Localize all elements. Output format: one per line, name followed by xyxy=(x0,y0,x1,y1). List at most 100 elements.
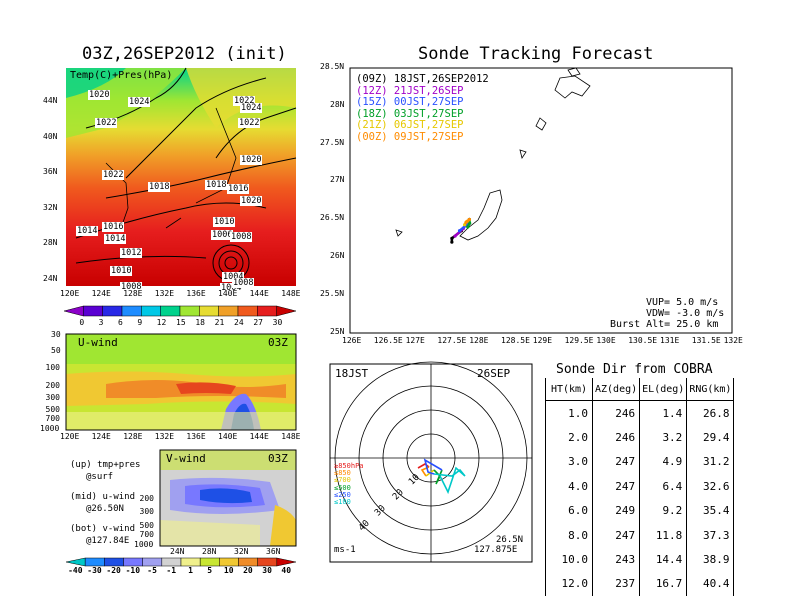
wind-colorbar-swatch xyxy=(219,557,239,567)
table-cell: 4.0 xyxy=(545,474,593,499)
table-row: 10.0 243 14.4 38.9 xyxy=(545,547,735,572)
polar-lon: 127.875E xyxy=(474,545,518,555)
temp-colorbar-swatch xyxy=(83,305,103,317)
table-header-cell: EL(deg) xyxy=(639,378,688,401)
tracking-point xyxy=(466,225,470,229)
polar-trace xyxy=(433,469,443,485)
lon-tick: 124E xyxy=(91,289,111,298)
table-header-cell: HT(km) xyxy=(545,378,593,401)
temp-colorbar-swatch xyxy=(141,305,161,317)
wind-colorbar-swatch xyxy=(65,557,86,567)
pressure-label: 1016 xyxy=(227,184,250,194)
wind-colorbar-swatch xyxy=(142,557,163,567)
pressure-label: 1016 xyxy=(102,222,125,232)
table-cell: 249 xyxy=(591,498,641,523)
table-header-cell: RNG(km) xyxy=(686,378,735,401)
tracking-legend-item: (21Z) 06JST,27SEP xyxy=(356,119,464,131)
lon-tick: 132E xyxy=(154,289,175,298)
sonde-table-title: Sonde Dir from COBRA xyxy=(556,362,713,377)
lat-tick: 26N xyxy=(330,251,345,260)
v-wind-time: 03Z xyxy=(268,452,288,465)
lon-tick: 127.5E xyxy=(437,336,467,345)
table-row: 4.0 247 6.4 32.6 xyxy=(545,474,735,499)
table-cell: 32.6 xyxy=(686,474,735,499)
surface-map xyxy=(66,67,297,286)
polar-trace xyxy=(423,458,443,475)
pressure-label: 1008 xyxy=(230,232,253,242)
temp-colorbar-swatch xyxy=(199,305,219,317)
polar-time: 18JST xyxy=(335,367,369,380)
pressure-label: 1018 xyxy=(148,182,171,192)
wind-colorbar-label: -30 xyxy=(87,566,102,575)
wind-colorbar-swatch xyxy=(238,557,258,567)
level-tick: 500 xyxy=(139,521,154,530)
table-header-row: HT(km) AZ(deg) EL(deg) RNG(km) xyxy=(545,378,735,401)
temp-colorbar-swatch xyxy=(218,305,239,317)
vdw-text: VDW= -3.0 m/s xyxy=(646,308,725,319)
map-label: Temp(C)+Pres(hPa) xyxy=(70,70,173,81)
level-legend-item: ≤250 xyxy=(334,490,351,499)
left-title: 03Z,26SEP2012 (init) xyxy=(82,44,287,64)
temp-colorbar-label: 9 xyxy=(137,318,143,327)
level-legend-item: ≤700 xyxy=(334,476,351,485)
lon-tick: 148E xyxy=(281,432,301,441)
table-cell: 243 xyxy=(591,547,641,572)
lon-tick: 129.5E xyxy=(564,336,594,345)
lon-tick: 136E xyxy=(186,289,206,298)
lat-tick: 26.5N xyxy=(320,213,345,223)
u-wind-panel xyxy=(65,333,297,431)
level-tick: 1000 xyxy=(134,540,154,549)
wind-colorbar-label: -5 xyxy=(147,566,157,575)
level-tick: 500 xyxy=(45,405,60,414)
table-cell: 35.4 xyxy=(686,498,735,523)
tracking-point xyxy=(450,236,454,240)
pressure-label: 1012 xyxy=(120,248,143,258)
polar-plot xyxy=(329,361,533,563)
pressure-label: 1006 xyxy=(211,230,234,240)
tracking-point xyxy=(468,221,472,225)
wind-colorbar-label: -20 xyxy=(106,566,121,575)
lat-tick: 36N xyxy=(43,167,58,176)
table-cell: 246 xyxy=(591,425,641,450)
pressure-label: 1014 xyxy=(76,226,99,236)
tracking-map xyxy=(349,67,733,334)
table-cell: 31.2 xyxy=(686,449,735,475)
lon-tick: 144E xyxy=(249,289,269,298)
polar-trace xyxy=(417,463,430,469)
temp-colorbar-label: 27 xyxy=(253,318,263,327)
lon-tick: 124E xyxy=(91,432,111,441)
wind-colorbar-label: 10 xyxy=(223,566,234,575)
table-row: 12.0 237 16.7 40.4 xyxy=(545,571,735,597)
level-tick: 300 xyxy=(139,507,154,516)
table-cell: 11.8 xyxy=(639,522,688,548)
table-cell: 12.0 xyxy=(545,571,593,597)
lon-tick: 128.5E xyxy=(501,336,530,345)
pressure-label: 1004 xyxy=(222,272,245,282)
v-wind-label: V-wind xyxy=(166,452,206,465)
table-cell: 16.7 xyxy=(639,571,688,597)
sonde-table-wrap: HT(km) AZ(deg) EL(deg) RNG(km) 1.0 246 1.4 26.8… xyxy=(545,378,735,597)
temp-colorbar-label: 15 xyxy=(176,318,186,327)
pressure-label: 1024 xyxy=(240,103,263,113)
temp-colorbar-label: 18 xyxy=(195,318,205,327)
wind-colorbar-label: 5 xyxy=(207,566,213,575)
lon-tick: 132E xyxy=(723,336,743,345)
table-cell: 6.4 xyxy=(639,474,688,499)
pressure-label: 1020 xyxy=(240,196,263,206)
burst-text: Burst Alt= 25.0 km xyxy=(610,319,719,330)
note-text: @surf xyxy=(86,472,114,482)
lon-tick: 120E xyxy=(60,432,80,441)
pressure-label: 1020 xyxy=(240,155,263,165)
pressure-label: 1004 xyxy=(220,283,243,293)
wind-colorbar-label: 30 xyxy=(262,566,272,575)
wind-colorbar-swatch xyxy=(276,557,297,567)
lat-tick: 32N xyxy=(43,202,58,212)
temp-colorbar-label: 6 xyxy=(118,318,123,327)
temp-colorbar-label: 0 xyxy=(79,318,85,327)
temp-colorbar-label: 3 xyxy=(98,318,104,327)
pressure-label: 1014 xyxy=(104,234,127,244)
v-wind-panel xyxy=(159,449,297,547)
pressure-label: 1008 xyxy=(232,278,255,288)
table-cell: 37.3 xyxy=(686,522,735,548)
note-text: @127.84E xyxy=(86,536,130,546)
